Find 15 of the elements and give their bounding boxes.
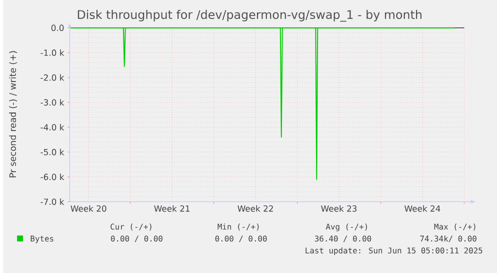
x-tick-label: Week 22: [238, 205, 273, 212]
y-tick-label: -4.0 k: [40, 124, 64, 130]
y-tick-label: -1.0 k: [40, 49, 64, 56]
y-tick-label: 0.0: [51, 24, 64, 31]
y-tick-label: -3.0 k: [40, 98, 64, 106]
x-tick-label: Week 24: [404, 205, 440, 212]
y-axis-title: Pr second read (-) / write (+): [9, 51, 18, 178]
x-tick-label: Week 23: [321, 205, 357, 212]
y-tick-label: -2.0 k: [40, 74, 64, 81]
y-tick-label: -5.0 k: [40, 148, 64, 156]
chart-title: Disk throughput for /dev/pagermon-vg/swap_1 - by month: [78, 10, 422, 22]
y-tick-label: -6.0 k: [40, 173, 64, 180]
y-tick-label: -7.0 k: [40, 198, 64, 205]
x-tick-label: Week 21: [154, 205, 190, 212]
x-tick-label: Week 20: [70, 205, 106, 212]
